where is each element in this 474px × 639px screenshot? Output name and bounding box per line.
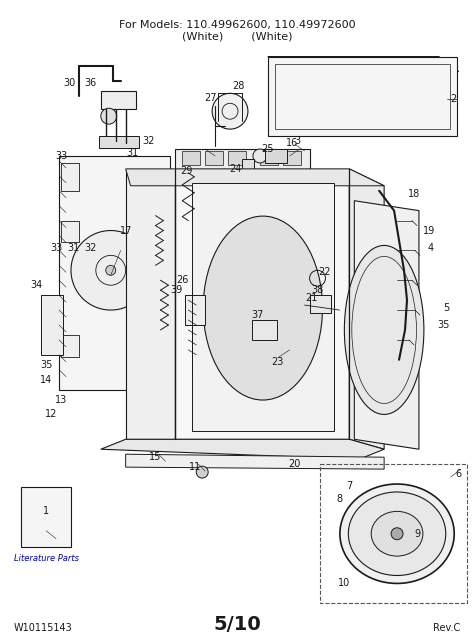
Text: 32: 32 — [142, 136, 155, 146]
Text: 12: 12 — [45, 410, 57, 419]
Text: 3: 3 — [294, 136, 301, 146]
Circle shape — [189, 173, 201, 185]
Circle shape — [253, 149, 267, 163]
Polygon shape — [175, 149, 310, 169]
Text: 38: 38 — [311, 285, 324, 295]
Text: 27: 27 — [204, 93, 217, 104]
Text: 35: 35 — [40, 360, 52, 370]
Text: 26: 26 — [176, 275, 189, 285]
Text: 36: 36 — [85, 79, 97, 88]
Text: 39: 39 — [170, 285, 182, 295]
Circle shape — [212, 93, 248, 129]
Circle shape — [101, 108, 117, 124]
Text: For Models: 110.49962600, 110.49972600: For Models: 110.49962600, 110.49972600 — [118, 20, 356, 30]
Polygon shape — [354, 201, 419, 449]
Text: 24: 24 — [229, 164, 241, 174]
Polygon shape — [126, 169, 175, 439]
Text: 8: 8 — [337, 494, 342, 504]
Text: 10: 10 — [338, 578, 350, 589]
Bar — [61, 335, 79, 357]
Text: 11: 11 — [189, 462, 201, 472]
Text: 31: 31 — [67, 243, 79, 254]
Text: 28: 28 — [232, 81, 244, 91]
Text: 32: 32 — [85, 243, 97, 254]
Text: 5: 5 — [444, 303, 450, 313]
Ellipse shape — [348, 492, 446, 576]
Bar — [61, 220, 79, 242]
Bar — [101, 91, 136, 109]
Circle shape — [391, 528, 403, 540]
Text: 20: 20 — [289, 459, 301, 469]
Text: 25: 25 — [262, 144, 274, 154]
Text: 15: 15 — [149, 452, 162, 462]
Polygon shape — [101, 439, 384, 459]
Text: 21: 21 — [305, 293, 318, 303]
Polygon shape — [268, 56, 459, 72]
Text: 7: 7 — [346, 481, 353, 491]
Bar — [310, 295, 331, 313]
Bar — [265, 149, 287, 163]
Ellipse shape — [340, 484, 454, 583]
Text: 23: 23 — [272, 357, 284, 367]
Ellipse shape — [371, 511, 423, 556]
Text: 31: 31 — [127, 148, 139, 158]
Text: Rev.C: Rev.C — [433, 623, 461, 633]
Text: (White)        (White): (White) (White) — [182, 32, 292, 42]
Text: 9: 9 — [414, 528, 420, 539]
Text: 35: 35 — [438, 320, 450, 330]
Text: 34: 34 — [30, 281, 42, 290]
Bar — [283, 151, 301, 165]
Text: 5/10: 5/10 — [213, 615, 261, 634]
Ellipse shape — [345, 245, 424, 415]
Text: 33: 33 — [55, 151, 67, 161]
Circle shape — [196, 466, 208, 478]
Bar — [21, 487, 71, 546]
Bar — [260, 151, 278, 165]
Bar — [185, 295, 205, 325]
Bar — [252, 320, 277, 340]
Text: 16: 16 — [285, 138, 298, 148]
Polygon shape — [268, 56, 457, 136]
Text: 6: 6 — [456, 469, 462, 479]
Text: 18: 18 — [408, 189, 420, 199]
Bar — [319, 464, 466, 603]
Bar — [61, 163, 79, 191]
Text: Literature Parts: Literature Parts — [14, 553, 79, 562]
Bar — [182, 151, 200, 165]
Bar — [205, 151, 223, 165]
Polygon shape — [192, 183, 335, 431]
Text: 22: 22 — [318, 267, 331, 277]
Text: 29: 29 — [180, 166, 192, 176]
Ellipse shape — [203, 216, 322, 400]
Bar — [99, 136, 138, 148]
Bar — [228, 151, 246, 165]
Text: 30: 30 — [63, 79, 75, 88]
Text: 37: 37 — [252, 310, 264, 320]
Polygon shape — [126, 169, 384, 186]
Circle shape — [71, 231, 151, 310]
Text: 2: 2 — [451, 95, 457, 104]
Polygon shape — [349, 169, 384, 449]
Text: 17: 17 — [119, 226, 132, 236]
Polygon shape — [126, 454, 384, 469]
Text: 14: 14 — [40, 374, 52, 385]
Text: W10115143: W10115143 — [13, 623, 72, 633]
Polygon shape — [170, 169, 175, 429]
Polygon shape — [175, 169, 349, 439]
Text: 4: 4 — [428, 243, 434, 254]
Text: 1: 1 — [43, 506, 49, 516]
Text: 13: 13 — [55, 394, 67, 404]
Text: 19: 19 — [423, 226, 435, 236]
Text: 33: 33 — [50, 243, 62, 254]
Ellipse shape — [198, 209, 328, 408]
Circle shape — [106, 265, 116, 275]
Bar — [242, 159, 254, 169]
Polygon shape — [59, 156, 170, 390]
Bar — [41, 295, 63, 355]
